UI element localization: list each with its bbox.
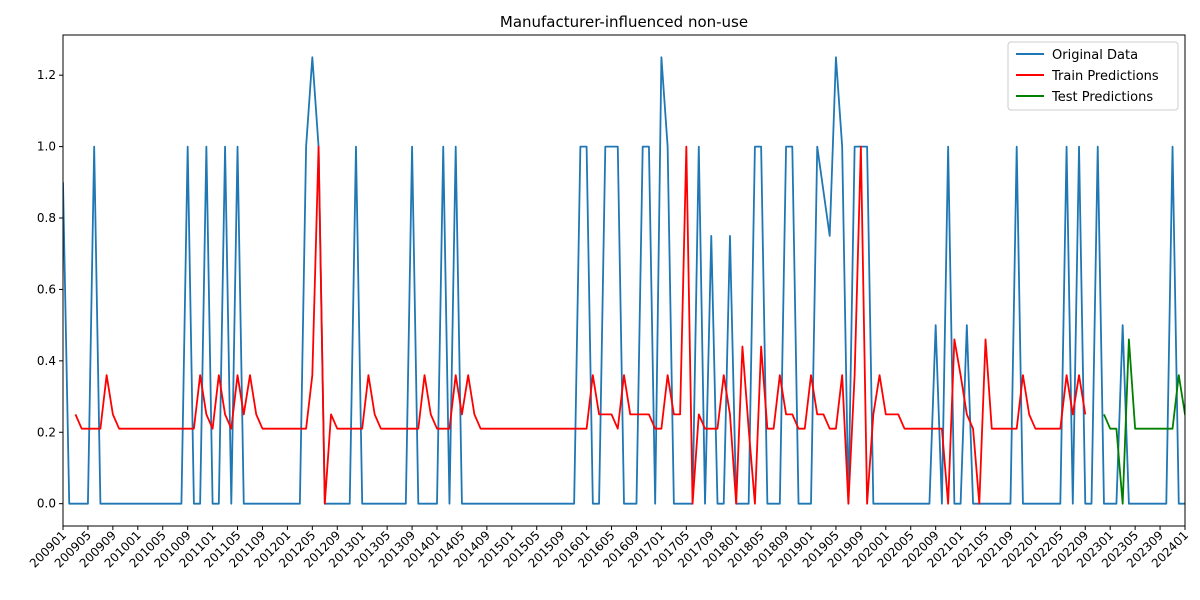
- series-layer: [63, 56, 1185, 505]
- y-tick-label: 0.6: [37, 282, 56, 296]
- y-tick-label: 0.8: [37, 211, 56, 225]
- series-line-original-data: [63, 56, 1185, 505]
- legend: Original Data Train Predictions Test Predi…: [1007, 41, 1179, 111]
- legend-label: Test Predictions: [1051, 90, 1153, 105]
- y-tick-label: 0.0: [37, 497, 56, 511]
- chart-title: Manufacturer-influenced non-use: [500, 13, 748, 31]
- legend-label: Original Data: [1052, 48, 1138, 63]
- series-line-train-predictions: [74, 145, 1087, 505]
- series-line-test-predictions: [1103, 338, 1185, 505]
- legend-box: [1007, 41, 1179, 111]
- plot-frame: [62, 34, 1186, 527]
- legend-label: Train Predictions: [1051, 69, 1159, 84]
- y-tick-label: 0.4: [37, 354, 56, 368]
- y-axis: 0.0 0.2 0.4 0.6 0.8 1.0 1.2: [37, 68, 63, 511]
- y-tick-label: 1.0: [37, 140, 56, 154]
- y-tick-label: 1.2: [37, 68, 56, 82]
- y-tick-label: 0.2: [37, 425, 56, 439]
